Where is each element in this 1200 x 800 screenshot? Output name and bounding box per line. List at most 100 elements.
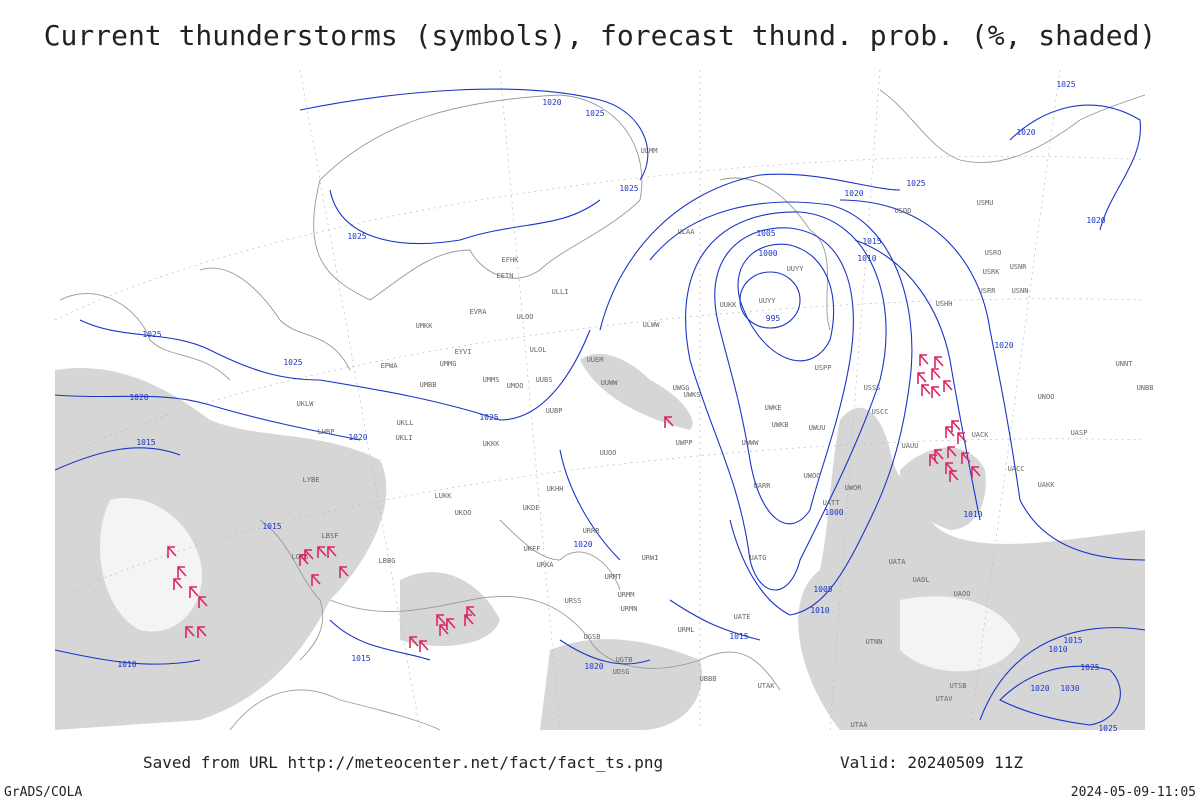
isobar-label: 1010	[810, 606, 829, 615]
probability-shading	[55, 353, 1145, 730]
isobar-label: 1025	[1056, 80, 1075, 89]
station-label: UUBS	[536, 376, 553, 384]
station-label: URMT	[605, 573, 623, 581]
station-label: URWI	[642, 554, 659, 562]
title: Current thunderstorms (symbols), forecas…	[44, 19, 1157, 52]
station-label: USSS	[864, 384, 881, 392]
probability-holes	[100, 498, 1020, 672]
thunderstorm-symbol	[971, 466, 981, 478]
station-label: UAKK	[1038, 481, 1056, 489]
isobar-label: 1020	[844, 189, 863, 198]
thunderstorm-symbol	[934, 449, 944, 461]
thunderstorm-symbol	[436, 614, 446, 626]
valid-time: Valid: 20240509 11Z	[840, 753, 1023, 772]
isobar-label: 1000	[824, 508, 843, 517]
station-label: USRR	[979, 287, 997, 295]
thunderstorm-symbol	[299, 554, 309, 566]
thunderstorm-symbol	[409, 636, 419, 648]
thunderstorm-symbol	[664, 416, 674, 428]
station-label: USRK	[983, 268, 1001, 276]
station-label: USDD	[895, 207, 912, 215]
isobar-label: 1025	[1080, 663, 1099, 672]
thunderstorm-symbol	[167, 546, 177, 558]
station-label: UATA	[889, 558, 907, 566]
thunderstorm-symbol	[919, 354, 929, 366]
station-label: UTAK	[758, 682, 776, 690]
station-label: UDSG	[613, 668, 630, 676]
station-label: LBSF	[322, 532, 339, 540]
thunderstorm-symbol	[439, 624, 449, 636]
station-label: ULOL	[530, 346, 547, 354]
station-label: UKLL	[397, 419, 414, 427]
station-label: EETN	[497, 272, 514, 280]
station-label: UAUU	[902, 442, 919, 450]
station-label: UKHH	[547, 485, 564, 493]
station-label: UUOO	[600, 449, 617, 457]
isobar-label: 1030	[1060, 684, 1079, 693]
thunderstorm-symbol	[931, 368, 941, 380]
isobar-label: 1020	[584, 662, 603, 671]
station-label: UAOL	[913, 576, 930, 584]
station-label: UUEM	[587, 356, 604, 364]
station-label: USNR	[1010, 263, 1028, 271]
station-label: URSS	[565, 597, 582, 605]
isobars	[54, 88, 1146, 726]
isobar-label: 1010	[963, 510, 982, 519]
isobar-label: 1020	[542, 98, 561, 107]
station-label: UUKK	[720, 301, 738, 309]
isobar-label: 1020	[1086, 216, 1105, 225]
station-label: UWKS	[684, 391, 701, 399]
graticule	[54, 69, 1146, 731]
station-label: UUBP	[546, 407, 563, 415]
thunderstorm-symbol	[917, 372, 927, 384]
station-label: UKKK	[483, 440, 501, 448]
thunderstorm-symbol	[311, 574, 321, 586]
thunderstorm-symbol	[943, 380, 953, 392]
station-label: UTSB	[950, 682, 967, 690]
station-label: ULLI	[552, 288, 569, 296]
isobar-label: 995	[766, 314, 781, 323]
thunderstorm-symbol	[419, 640, 429, 652]
station-label: UKLI	[396, 434, 413, 442]
isobar-label: 1020	[129, 393, 148, 402]
isobar-label: 1020	[1030, 684, 1049, 693]
isobar-label: 1015	[729, 632, 748, 641]
station-label: ULWW	[643, 321, 661, 329]
station-label: UACC	[1008, 465, 1025, 473]
thunderstorm-symbol	[185, 626, 195, 638]
station-label: LBBG	[379, 557, 396, 565]
isobar-label: 1025	[1098, 724, 1117, 733]
station-label: UMMS	[483, 376, 500, 384]
isobar-label: 1005	[813, 585, 832, 594]
station-label: UBBB	[700, 675, 717, 683]
source-url: Saved from URL http://meteocenter.net/fa…	[143, 753, 663, 772]
station-label: LYBE	[303, 476, 320, 484]
station-label: UWGG	[673, 384, 690, 392]
station-label: USCC	[872, 408, 889, 416]
station-label: UNNT	[1116, 360, 1134, 368]
thunderstorm-symbol	[197, 626, 207, 638]
station-label: ULAA	[678, 228, 696, 236]
thunderstorm-symbol	[931, 386, 941, 398]
isobar-label: 1025	[619, 184, 638, 193]
station-label: UKDE	[523, 504, 540, 512]
station-label: UNOO	[1038, 393, 1055, 401]
station-label: UGSB	[584, 633, 601, 641]
thunderstorm-symbol	[951, 420, 961, 432]
isobar-label: 1025	[479, 413, 498, 422]
station-label: URRR	[583, 527, 601, 535]
isobar-label: 1000	[758, 249, 777, 258]
isobar-label: 1005	[756, 229, 775, 238]
station-label: URMN	[621, 605, 638, 613]
thunderstorm-symbol	[327, 546, 337, 558]
station-label: LHBP	[318, 428, 335, 436]
station-label: EVRA	[470, 308, 488, 316]
station-label: UTAA	[851, 721, 869, 729]
station-label: UWWW	[742, 439, 760, 447]
station-label: EYVI	[455, 348, 472, 356]
map-area: 1020 1025 1025 1025 1025 1025 1020 1015 1020 1025…	[54, 69, 1153, 733]
isobar-label: 1025	[906, 179, 925, 188]
station-label: UWKE	[765, 404, 782, 412]
isobar-labels: 1020 1025 1025 1025 1025 1025 1020 1015 1020 1025…	[117, 80, 1117, 733]
station-label: UWPP	[676, 439, 693, 447]
